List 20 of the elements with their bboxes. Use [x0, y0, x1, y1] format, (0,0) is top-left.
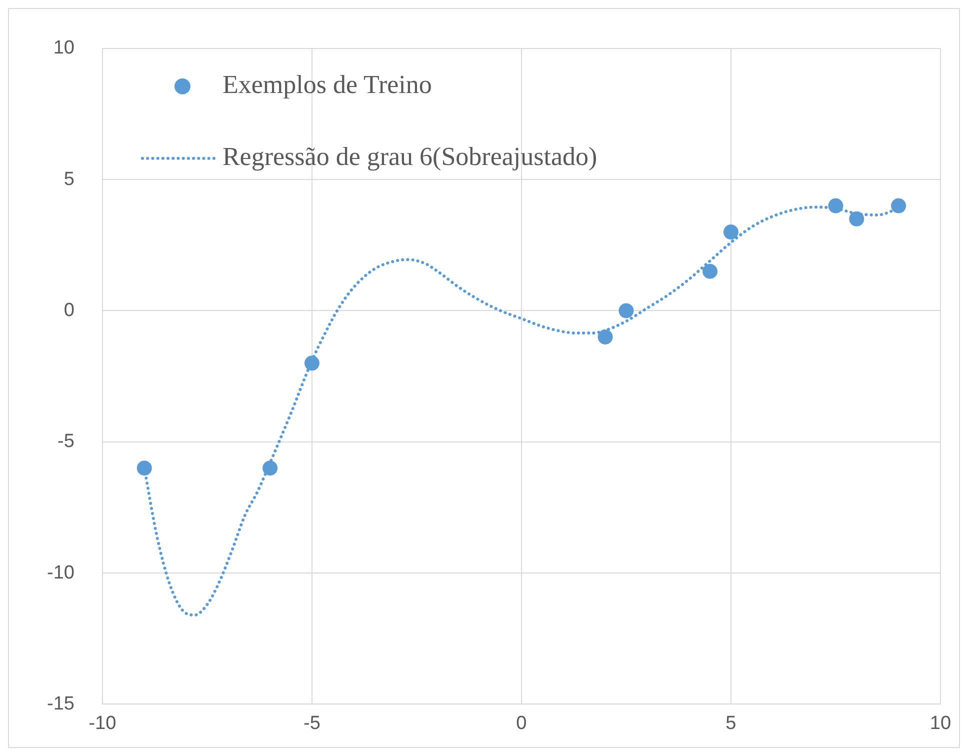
x-tick-label: -10	[88, 712, 116, 734]
legend-label: Regressão de grau 6(Sobreajustado)	[222, 142, 598, 172]
x-tick-label: -5	[304, 712, 320, 734]
point	[136, 460, 152, 476]
x-tick-label: 10	[930, 712, 952, 734]
point	[702, 264, 718, 279]
y-tick-label: 0	[64, 300, 74, 321]
y-tick-label: -10	[46, 562, 74, 584]
x-tick-label: 5	[726, 712, 736, 734]
point	[849, 211, 864, 226]
y-tick-label: 10	[53, 38, 74, 59]
x-tick-label: 0	[516, 712, 527, 734]
point	[891, 198, 906, 214]
legend-label: Exemplos de Treino	[222, 70, 432, 100]
y-tick-label: -15	[46, 693, 74, 714]
point	[618, 303, 634, 318]
y-tick-label: 5	[64, 168, 74, 190]
y-tick-label: -5	[58, 431, 74, 452]
point	[598, 329, 613, 344]
point	[723, 224, 738, 240]
